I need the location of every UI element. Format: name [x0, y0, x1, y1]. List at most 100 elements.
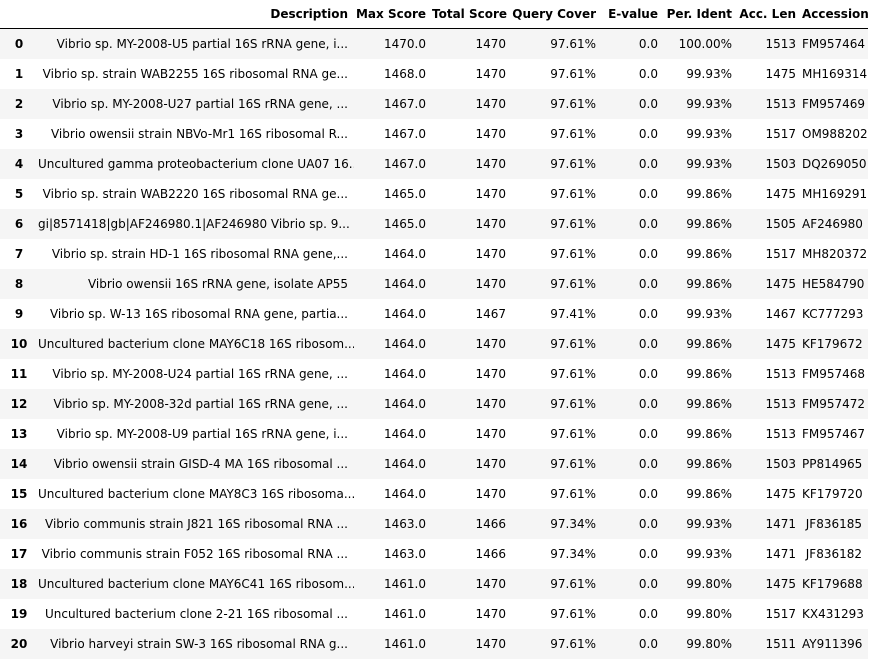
- cell-query-cover: 97.61%: [550, 486, 596, 501]
- cell-per-ident: 99.86%: [686, 486, 732, 501]
- cell-e-value: 0.0: [638, 276, 658, 291]
- cell-accession: MH169291: [802, 186, 868, 201]
- header-index: [0, 0, 38, 29]
- cell-per-ident: 99.86%: [686, 186, 732, 201]
- cell-acc-len: 1505: [765, 216, 796, 231]
- cell-accession: FM957472: [802, 396, 866, 411]
- cell-max-score: 1470.0: [384, 36, 426, 51]
- cell-query-cover: 97.61%: [550, 66, 596, 81]
- cell-total-score: 1470: [475, 426, 506, 441]
- cell-description: Vibrio sp. W-13 16S ribosomal RNA gene, …: [49, 306, 348, 321]
- cell-query-cover: 97.61%: [550, 216, 596, 231]
- cell-total-score: 1470: [475, 246, 506, 261]
- table-row: 20 Vibrio harveyi strain SW-3 16S ribosom…: [0, 628, 868, 659]
- cell-acc-len: 1475: [765, 576, 796, 591]
- cell-acc-len: 1513: [765, 36, 796, 51]
- cell-description: Vibrio sp. strain WAB2220 16S ribosomal …: [42, 186, 348, 201]
- cell-total-score: 1470: [475, 576, 506, 591]
- cell-accession: FM957469: [802, 96, 866, 111]
- cell-description: Vibrio sp. MY-2008-U27 partial 16S rRNA …: [52, 96, 348, 111]
- cell-e-value: 0.0: [638, 576, 658, 591]
- cell-total-score: 1470: [475, 216, 506, 231]
- cell-accession: KF179720: [802, 486, 863, 501]
- cell-per-ident: 99.93%: [686, 96, 732, 111]
- cell-e-value: 0.0: [638, 66, 658, 81]
- cell-total-score: 1470: [475, 606, 506, 621]
- cell-per-ident: 99.93%: [686, 546, 732, 561]
- cell-per-ident: 99.86%: [686, 336, 732, 351]
- cell-max-score: 1464.0: [384, 426, 426, 441]
- row-index: 11: [10, 366, 28, 381]
- row-index: 4: [14, 156, 24, 171]
- cell-accession: HE584790: [802, 276, 865, 291]
- row-index: 20: [10, 636, 28, 651]
- cell-description: Uncultured bacterium clone MAY6C41 16S r…: [38, 576, 354, 591]
- header-per-ident: Per. Ident: [664, 0, 738, 29]
- cell-total-score: 1470: [475, 66, 506, 81]
- table-row: 16 Vibrio communis strain J821 16S riboso…: [0, 508, 868, 539]
- cell-per-ident: 99.93%: [686, 126, 732, 141]
- table-row: 13 Vibrio sp. MY-2008-U9 partial 16S rRNA…: [0, 418, 868, 449]
- cell-query-cover: 97.61%: [550, 456, 596, 471]
- cell-acc-len: 1475: [765, 186, 796, 201]
- cell-max-score: 1464.0: [384, 486, 426, 501]
- cell-acc-len: 1475: [765, 336, 796, 351]
- table-row: 11 Vibrio sp. MY-2008-U24 partial 16S rRN…: [0, 358, 868, 389]
- cell-acc-len: 1513: [765, 396, 796, 411]
- cell-per-ident: 99.86%: [686, 276, 732, 291]
- cell-e-value: 0.0: [638, 366, 658, 381]
- cell-description: gi|8571418|gb|AF246980.1|AF246980 Vibrio…: [38, 216, 350, 231]
- cell-accession: KX431293: [802, 606, 864, 621]
- cell-total-score: 1470: [475, 336, 506, 351]
- cell-query-cover: 97.61%: [550, 36, 596, 51]
- header-total-score: Total Score: [432, 0, 512, 29]
- row-index: 18: [10, 576, 28, 591]
- cell-query-cover: 97.61%: [550, 186, 596, 201]
- table-row: 19 Uncultured bacterium clone 2-21 16S ri…: [0, 598, 868, 629]
- cell-total-score: 1470: [475, 456, 506, 471]
- cell-acc-len: 1511: [765, 636, 796, 651]
- cell-accession: FM957467: [802, 426, 866, 441]
- cell-per-ident: 99.93%: [686, 66, 732, 81]
- table-row: 6 gi|8571418|gb|AF246980.1|AF246980 Vibri…: [0, 208, 868, 239]
- cell-acc-len: 1471: [765, 516, 796, 531]
- row-index: 1: [14, 66, 24, 81]
- cell-e-value: 0.0: [638, 126, 658, 141]
- cell-accession: MH169314: [802, 66, 868, 81]
- cell-e-value: 0.0: [638, 336, 658, 351]
- cell-query-cover: 97.61%: [550, 126, 596, 141]
- cell-e-value: 0.0: [638, 96, 658, 111]
- cell-total-score: 1470: [475, 36, 506, 51]
- table-row: 9 Vibrio sp. W-13 16S ribosomal RNA gene,…: [0, 298, 868, 329]
- row-index: 10: [10, 336, 28, 351]
- row-index: 5: [14, 186, 24, 201]
- table-row: 3 Vibrio owensii strain NBVo-Mr1 16S ribo…: [0, 118, 868, 149]
- header-query-cover: Query Cover: [512, 0, 602, 29]
- cell-total-score: 1467: [475, 306, 506, 321]
- cell-per-ident: 100.00%: [678, 36, 732, 51]
- cell-e-value: 0.0: [638, 306, 658, 321]
- row-index: 6: [14, 216, 24, 231]
- cell-max-score: 1461.0: [384, 636, 426, 651]
- cell-max-score: 1467.0: [384, 96, 426, 111]
- row-index: 14: [10, 456, 28, 471]
- cell-per-ident: 99.86%: [686, 456, 732, 471]
- row-index: 7: [14, 246, 24, 261]
- cell-total-score: 1470: [475, 636, 506, 651]
- cell-per-ident: 99.80%: [686, 636, 732, 651]
- cell-description: Vibrio sp. strain WAB2255 16S ribosomal …: [42, 66, 348, 81]
- cell-total-score: 1470: [475, 486, 506, 501]
- cell-max-score: 1463.0: [384, 546, 426, 561]
- cell-description: Vibrio owensii strain GISD-4 MA 16S ribo…: [53, 456, 348, 471]
- cell-description: Vibrio sp. MY-2008-U9 partial 16S rRNA g…: [56, 426, 348, 441]
- cell-per-ident: 99.86%: [686, 216, 732, 231]
- header-max-score: Max Score: [354, 0, 432, 29]
- cell-description: Uncultured bacterium clone MAY6C18 16S r…: [38, 336, 354, 351]
- cell-e-value: 0.0: [638, 486, 658, 501]
- cell-e-value: 0.0: [638, 396, 658, 411]
- cell-acc-len: 1471: [765, 546, 796, 561]
- cell-accession: AF246980: [802, 216, 863, 231]
- table-row: 10 Uncultured bacterium clone MAY6C18 16S…: [0, 328, 868, 359]
- cell-query-cover: 97.61%: [550, 336, 596, 351]
